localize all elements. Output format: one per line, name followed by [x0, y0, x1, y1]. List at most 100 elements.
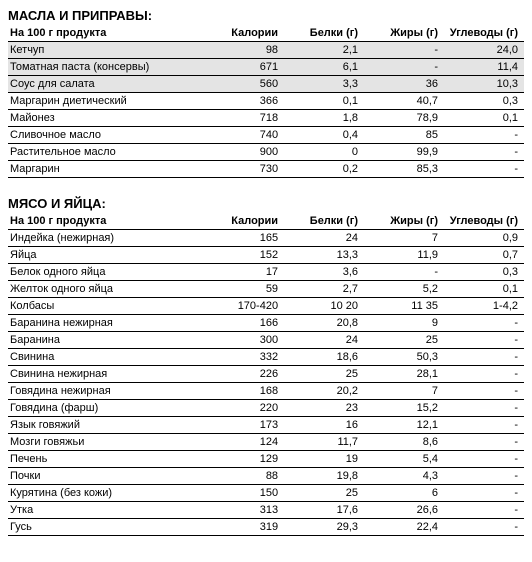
value-cell: 5,4: [364, 451, 444, 468]
product-name-cell: Индейка (нежирная): [8, 230, 204, 247]
table-row: Язык говяжий1731612,1-: [8, 417, 524, 434]
value-cell: 36: [364, 76, 444, 93]
value-cell: -: [364, 42, 444, 59]
value-cell: 3,3: [284, 76, 364, 93]
product-name-cell: Курятина (без кожи): [8, 485, 204, 502]
value-cell: 366: [204, 93, 284, 110]
table-row: Баранина3002425-: [8, 332, 524, 349]
value-cell: 173: [204, 417, 284, 434]
value-cell: 99,9: [364, 144, 444, 161]
table-row: Томатная паста (консервы)6716,1-11,4: [8, 59, 524, 76]
value-cell: -: [444, 417, 524, 434]
value-cell: 300: [204, 332, 284, 349]
table-row: Печень129195,4-: [8, 451, 524, 468]
table-row: Говядина (фарш)2202315,2-: [8, 400, 524, 417]
product-name-cell: Яйца: [8, 247, 204, 264]
product-name-cell: Свинина: [8, 349, 204, 366]
product-name-cell: Свинина нежирная: [8, 366, 204, 383]
value-cell: 11,4: [444, 59, 524, 76]
column-header: Углеводы (г): [444, 25, 524, 42]
value-cell: 88: [204, 468, 284, 485]
product-name-cell: Говядина (фарш): [8, 400, 204, 417]
table-row: Желток одного яйца592,75,20,1: [8, 281, 524, 298]
value-cell: 9: [364, 315, 444, 332]
value-cell: 24,0: [444, 42, 524, 59]
value-cell: 7: [364, 383, 444, 400]
value-cell: -: [444, 468, 524, 485]
table-row: Индейка (нежирная)1652470,9: [8, 230, 524, 247]
product-name-cell: Сливочное масло: [8, 127, 204, 144]
section-1: МЯСО И ЯЙЦА:На 100 г продуктаКалорииБелк…: [8, 196, 524, 536]
table-row: Мозги говяжьи12411,78,6-: [8, 434, 524, 451]
value-cell: 25: [284, 366, 364, 383]
value-cell: 16: [284, 417, 364, 434]
value-cell: 8,6: [364, 434, 444, 451]
value-cell: 0,1: [284, 93, 364, 110]
table-row: Майонез7181,878,90,1: [8, 110, 524, 127]
value-cell: 220: [204, 400, 284, 417]
value-cell: 0,4: [284, 127, 364, 144]
product-name-cell: Гусь: [8, 519, 204, 536]
value-cell: 129: [204, 451, 284, 468]
nutrition-tables-root: МАСЛА И ПРИПРАВЫ:На 100 г продуктаКалори…: [8, 8, 524, 536]
value-cell: 19,8: [284, 468, 364, 485]
value-cell: 11,9: [364, 247, 444, 264]
value-cell: -: [444, 315, 524, 332]
value-cell: 0,2: [284, 161, 364, 178]
value-cell: 20,2: [284, 383, 364, 400]
value-cell: 150: [204, 485, 284, 502]
table-row: Курятина (без кожи)150256-: [8, 485, 524, 502]
product-name-cell: Колбасы: [8, 298, 204, 315]
value-cell: 10,3: [444, 76, 524, 93]
value-cell: 17: [204, 264, 284, 281]
column-header: Жиры (г): [364, 213, 444, 230]
table-row: Баранина нежирная16620,89-: [8, 315, 524, 332]
value-cell: 23: [284, 400, 364, 417]
value-cell: 1,8: [284, 110, 364, 127]
product-name-cell: Кетчуп: [8, 42, 204, 59]
value-cell: 78,9: [364, 110, 444, 127]
value-cell: 17,6: [284, 502, 364, 519]
table-row: Колбасы170-42010 2011 351-4,2: [8, 298, 524, 315]
value-cell: 0: [284, 144, 364, 161]
product-name-cell: Маргарин диетический: [8, 93, 204, 110]
product-name-cell: Белок одного яйца: [8, 264, 204, 281]
value-cell: 85,3: [364, 161, 444, 178]
value-cell: -: [444, 332, 524, 349]
column-header: Белки (г): [284, 213, 364, 230]
value-cell: 1-4,2: [444, 298, 524, 315]
value-cell: 10 20: [284, 298, 364, 315]
value-cell: 0,1: [444, 281, 524, 298]
table-row: Растительное масло900099,9-: [8, 144, 524, 161]
value-cell: -: [364, 59, 444, 76]
value-cell: -: [444, 161, 524, 178]
product-name-cell: Утка: [8, 502, 204, 519]
value-cell: 313: [204, 502, 284, 519]
value-cell: 152: [204, 247, 284, 264]
value-cell: 50,3: [364, 349, 444, 366]
value-cell: 22,4: [364, 519, 444, 536]
nutrition-table: На 100 г продуктаКалорииБелки (г)Жиры (г…: [8, 25, 524, 178]
value-cell: 25: [284, 485, 364, 502]
column-header: Калории: [204, 213, 284, 230]
table-row: Кетчуп982,1-24,0: [8, 42, 524, 59]
value-cell: -: [444, 383, 524, 400]
column-header: Жиры (г): [364, 25, 444, 42]
value-cell: 0,3: [444, 93, 524, 110]
section-0: МАСЛА И ПРИПРАВЫ:На 100 г продуктаКалори…: [8, 8, 524, 178]
value-cell: 11,7: [284, 434, 364, 451]
value-cell: 6,1: [284, 59, 364, 76]
value-cell: 25: [364, 332, 444, 349]
value-cell: -: [444, 502, 524, 519]
value-cell: 26,6: [364, 502, 444, 519]
table-row: Соус для салата5603,33610,3: [8, 76, 524, 93]
value-cell: 718: [204, 110, 284, 127]
table-row: Сливочное масло7400,485-: [8, 127, 524, 144]
value-cell: 20,8: [284, 315, 364, 332]
value-cell: 24: [284, 332, 364, 349]
value-cell: 730: [204, 161, 284, 178]
value-cell: -: [444, 485, 524, 502]
value-cell: 85: [364, 127, 444, 144]
value-cell: 28,1: [364, 366, 444, 383]
value-cell: 560: [204, 76, 284, 93]
